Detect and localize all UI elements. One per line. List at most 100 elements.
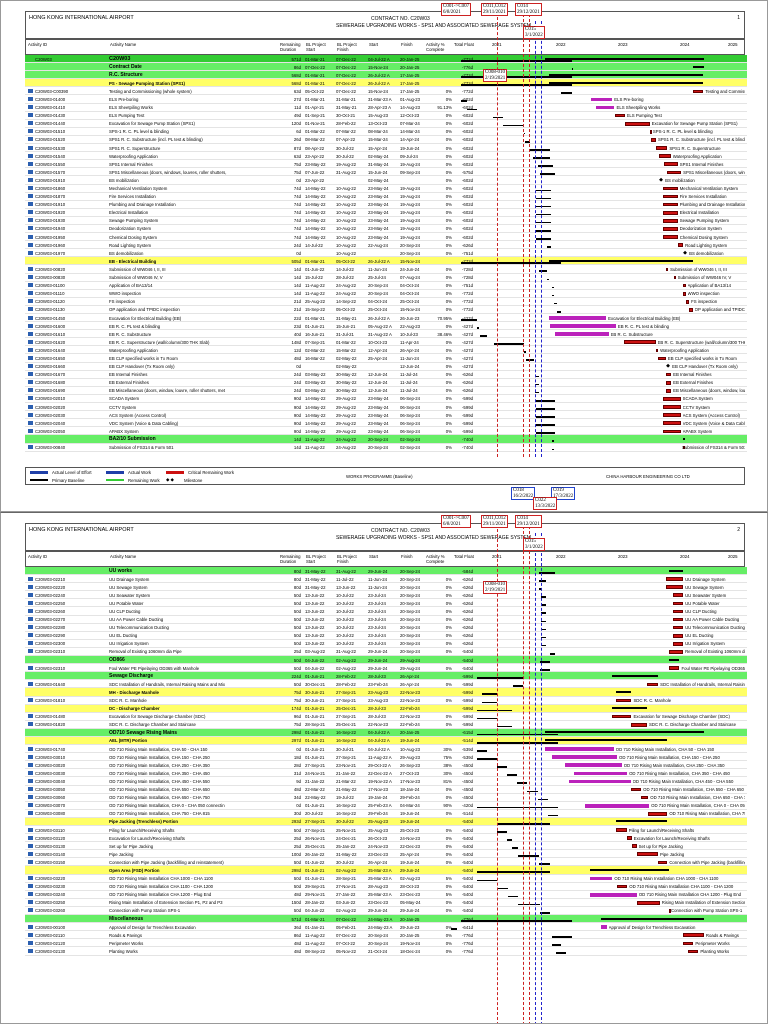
summary-bar[interactable] (616, 820, 668, 823)
summary-bar[interactable] (545, 739, 668, 742)
activity-bar[interactable] (662, 194, 678, 199)
summary-bar[interactable] (669, 658, 680, 661)
activity-bar[interactable] (662, 397, 681, 401)
table-row[interactable]: C20W03-01480 Excavation for Sewage Discha… (25, 713, 747, 721)
activity-bar[interactable] (590, 876, 613, 881)
activity-bar[interactable] (673, 609, 684, 614)
wbs-group-row[interactable]: EB - Electrical Building 505d 01-Mar-21 05-… (25, 257, 747, 266)
table-row[interactable]: C20W03-03050 OD 710 Rising Main Installat… (25, 786, 747, 794)
activity-bar[interactable] (616, 698, 632, 703)
table-row[interactable]: C20W03-01510 SPS-1 R. C. PL level & blind… (25, 128, 747, 136)
activity-bar[interactable] (651, 138, 657, 142)
activity-bar[interactable] (662, 219, 678, 223)
activity-bar[interactable] (591, 97, 613, 102)
summary-bar[interactable] (548, 73, 704, 76)
wbs-group-row[interactable]: BA2/10 Submission 14d 11-Aug-22 24-Aug-22 20… (25, 435, 747, 444)
activity-bar[interactable] (665, 267, 669, 272)
table-row[interactable]: C20W03-01910 BS mobilization 0d 23-Apr-22 02… (25, 176, 747, 185)
table-row[interactable]: C20W03-01660 EB CLP Handover (Tx Room onl… (25, 363, 747, 371)
table-row[interactable]: C20W03-01970 BS demobilization 0d 10-Aug-22… (25, 249, 747, 258)
table-row[interactable]: C20W03-03080 OD 710 Rising Main Installat… (25, 810, 747, 818)
table-row[interactable]: C20W03-01400 ELS Pre-boring 27d 01-Mar-21 31… (25, 95, 747, 104)
activity-bar[interactable] (673, 633, 684, 638)
activity-bar[interactable] (636, 901, 660, 905)
table-row[interactable]: C20W03-02020 CCTV System 90d 14-May-22 29-Au… (25, 403, 747, 412)
activity-bar[interactable] (673, 617, 684, 622)
milestone-icon[interactable]: ◆ (683, 249, 687, 256)
activity-bar[interactable] (658, 860, 668, 865)
table-row[interactable]: C20W03-01410 ELS Sheetpiling Works 11d 01-A… (25, 104, 747, 112)
wbs-group-row[interactable]: OD866 50d 04-Jun-22 02-Aug-22 29-Jun-24 29-Au… (25, 656, 747, 665)
activity-bar[interactable] (673, 642, 684, 646)
table-row[interactable]: C20W03-01670 EB Internal Finishes 24d 03-Ma… (25, 371, 747, 379)
wbs-group-row[interactable]: OD710 Sewage Rising Mains 298d 01-Jun-21 16… (25, 728, 747, 737)
wbs-group-row[interactable]: Pipe Jacking (Trenchless) Portion 293d 27-… (25, 817, 747, 826)
activity-bar[interactable] (692, 89, 704, 94)
table-row[interactable]: C20W03-03020 OD 710 Rising Main Installat… (25, 761, 747, 770)
table-row[interactable]: C20W03-02220 UU Sewage System 80d 31-May-22… (25, 583, 747, 592)
table-row[interactable]: C20W03-01520 SPS1 R. C. Substructure (inc… (25, 136, 747, 145)
table-row[interactable]: C20W03-01430 ELS Pumping Test 49d 01-Sep-21… (25, 112, 747, 120)
table-row[interactable]: C20W03-02240 UU Seawater System 50d 13-Jun-… (25, 591, 747, 600)
activity-bar[interactable] (673, 601, 684, 606)
activity-bar[interactable] (662, 210, 678, 215)
summary-bar[interactable] (548, 259, 693, 262)
table-row[interactable]: C20W03-01600 EB R. C. PL test & blinding 2… (25, 322, 747, 331)
activity-bar[interactable] (683, 445, 686, 450)
table-row[interactable]: C20W03-02030 ACS System (Access Control) 9… (25, 411, 747, 420)
table-row[interactable]: C20W03-02290 UU EL Ducting 50d 13-Jun-22 10-… (25, 632, 747, 640)
table-row[interactable]: C20W03-00820 Submission of WW046 I, II, I… (25, 265, 747, 274)
activity-bar[interactable] (649, 130, 652, 134)
table-row[interactable]: C20W03-01920 Electrical Installation 74d 14… (25, 209, 747, 217)
activity-bar[interactable] (548, 316, 607, 320)
table-row[interactable]: C20W03-03070 OD 710 Rising Main Installat… (25, 802, 747, 810)
table-row[interactable]: C20W03-01940 Deodorization System 74d 14-Ma… (25, 225, 747, 234)
table-row[interactable]: C20W03-01120 FS inspection 21d 25-Aug-22 14-… (25, 298, 747, 306)
activity-bar[interactable] (669, 909, 672, 913)
activity-bar[interactable] (666, 170, 682, 175)
activity-bar[interactable] (631, 722, 648, 727)
activity-bar[interactable] (568, 779, 631, 784)
table-row[interactable]: C20W03-03010 OD 710 Rising Main Installat… (25, 753, 747, 762)
table-row[interactable]: C20W03-01870 Fire Services Installation 74… (25, 193, 747, 201)
table-row[interactable]: C20W03-01540 Waterproofing Application 63d… (25, 152, 747, 161)
table-row[interactable]: C20W03-01910 Plumbing and Drainage Instal… (25, 201, 747, 209)
activity-bar[interactable] (630, 787, 642, 792)
activity-bar[interactable] (631, 844, 637, 848)
activity-bar[interactable] (611, 714, 632, 719)
table-row[interactable]: C20W03-02210 UU Drainage System 80d 31-May-… (25, 575, 747, 584)
table-row[interactable]: C20W03-01640 SDC Installation of Handrail… (25, 680, 747, 689)
table-row[interactable]: C20W03-01950 Chemical Dosing System 74d 14-… (25, 233, 747, 242)
table-row[interactable]: C20W03-03250 Rising Main Installation of … (25, 899, 747, 907)
table-row[interactable]: C20W03-02040 VDC System (Voice & Data Cab… (25, 419, 747, 428)
activity-bar[interactable] (616, 828, 627, 832)
summary-bar[interactable] (611, 674, 659, 677)
table-row[interactable]: C20W03-02260 UU CLP Ducting 50d 13-Jun-22 10… (25, 607, 747, 616)
wbs-group-row[interactable]: AEL (MTR) Portion 297d 01-Jun-21 16-Sep-22 0… (25, 736, 747, 746)
activity-bar[interactable] (665, 577, 684, 581)
milestone-icon[interactable]: ◆ (666, 363, 670, 370)
activity-bar[interactable] (683, 291, 686, 296)
activity-bar[interactable] (666, 389, 672, 393)
activity-bar[interactable] (673, 625, 684, 630)
activity-bar[interactable] (662, 186, 678, 191)
activity-bar[interactable] (665, 585, 684, 589)
table-row[interactable]: C20W03-01860 Mechanical Ventilation Syste… (25, 185, 747, 193)
table-row[interactable]: C20W03-02310 Removal of Existing 1060mm d… (25, 648, 747, 657)
table-row[interactable]: C20W03-01450 Excavation for Electrical Bu… (25, 314, 747, 323)
wbs-group-row[interactable]: R.C. Structure 568d 01-Mar-21 07-Dec-22 26-J… (25, 71, 747, 80)
activity-bar[interactable] (685, 300, 690, 304)
table-row[interactable]: C20W03-00840 Submission of FS314 & Form 5… (25, 444, 747, 452)
table-row[interactable]: C20W03-03150 Connection with Pipe Jacking… (25, 858, 747, 867)
summary-bar[interactable] (590, 868, 670, 871)
table-row[interactable]: C20W03-03140 Pipe Jacking 100d 26-Jan-22 31-… (25, 850, 747, 859)
activity-bar[interactable] (659, 154, 671, 158)
activity-bar[interactable] (662, 202, 678, 207)
summary-bar[interactable] (611, 707, 648, 710)
activity-bar[interactable] (626, 836, 632, 840)
activity-bar[interactable] (551, 755, 618, 759)
table-row[interactable]: C20W03-03260 Connection with Pump Station… (25, 907, 747, 916)
activity-bar[interactable] (673, 275, 676, 280)
table-row[interactable]: C20W03-03120 Excavation for Launch/Receiv… (25, 834, 747, 843)
wbs-group-row[interactable]: Open Area (FSD) Portion 298d 01-Jun-21 02-A… (25, 866, 747, 875)
